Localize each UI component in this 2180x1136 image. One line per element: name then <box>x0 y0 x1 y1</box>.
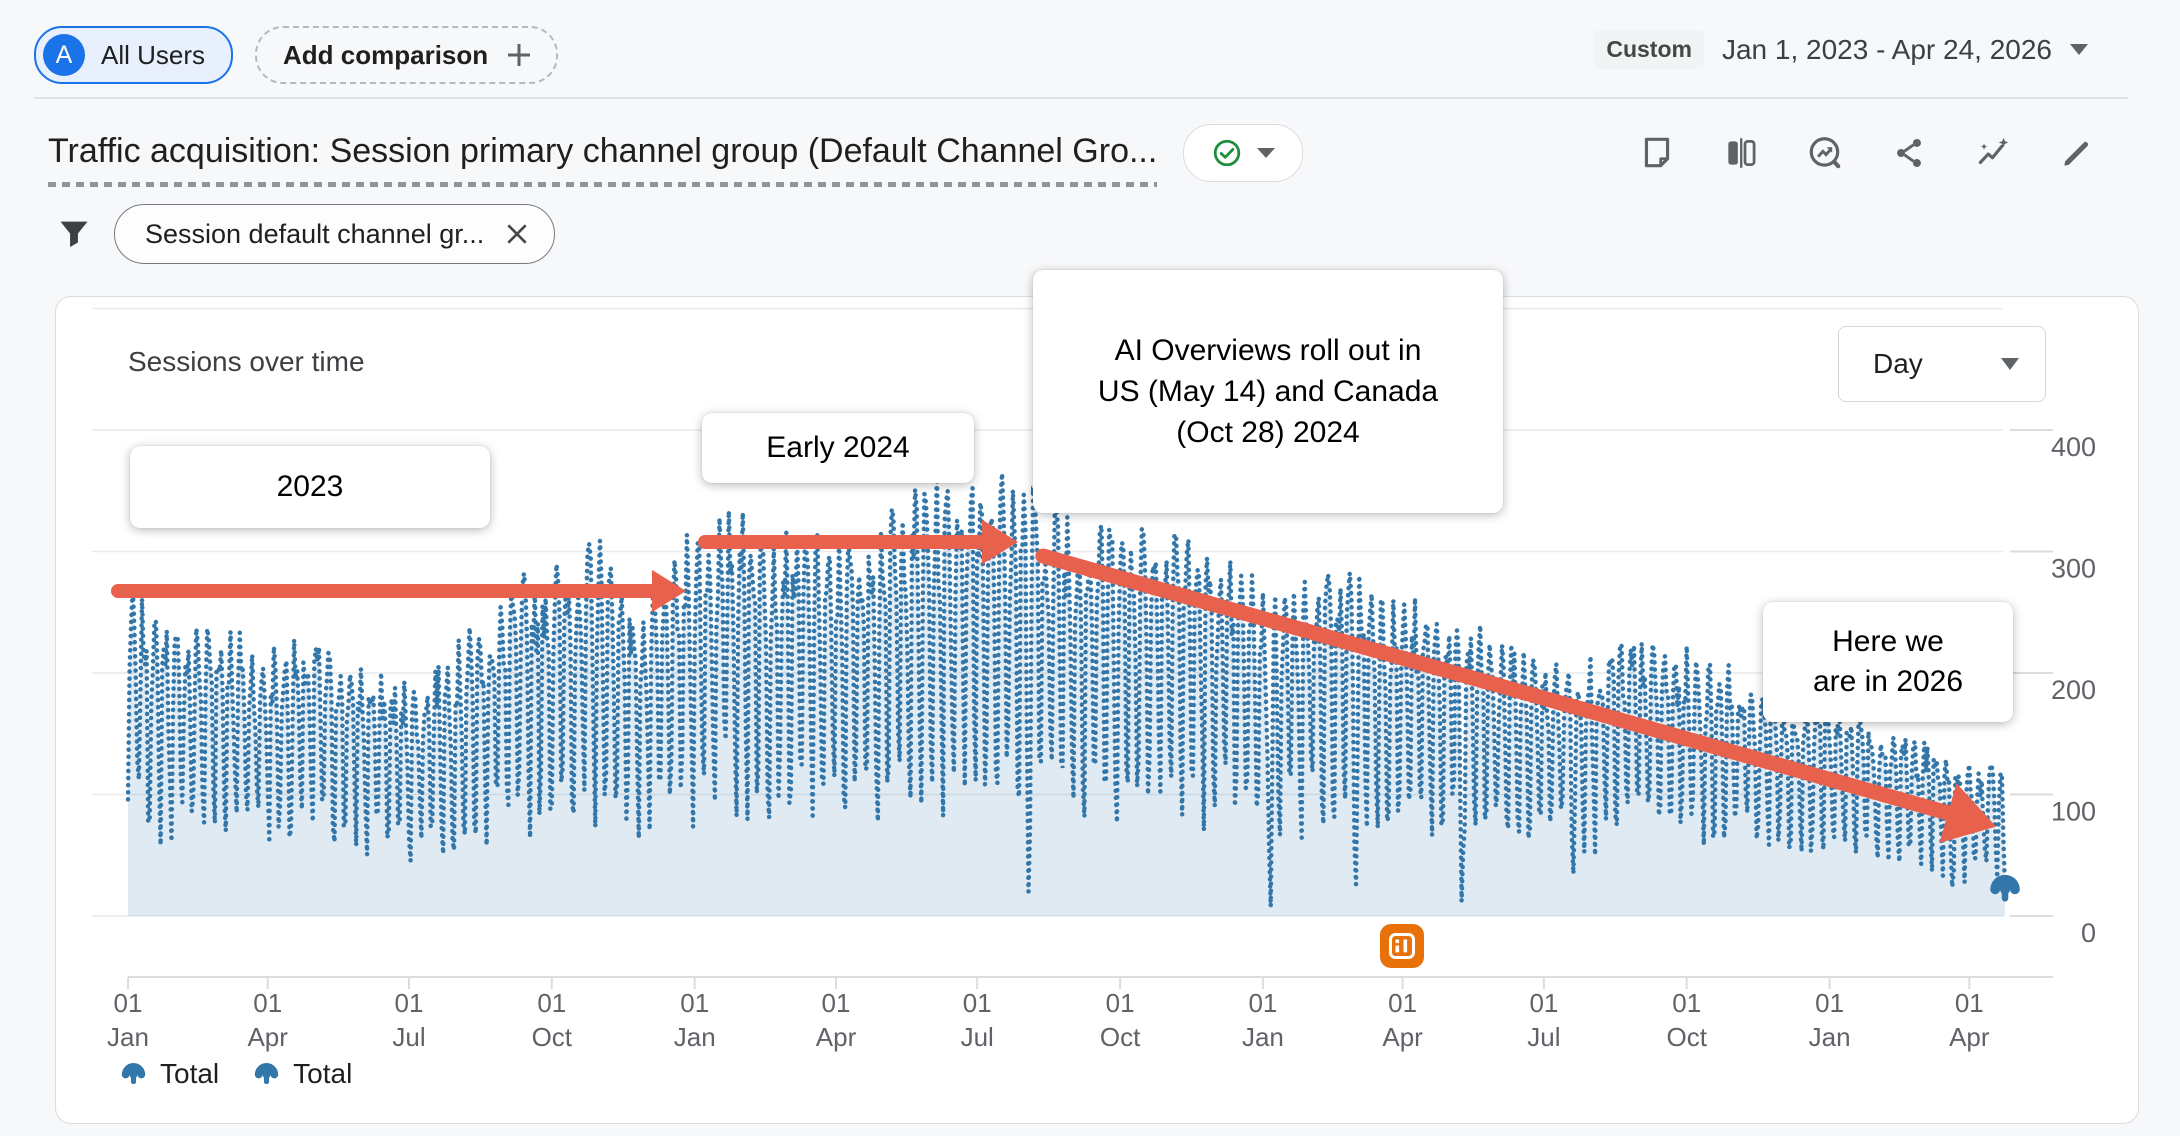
total-series-icon <box>254 1062 279 1084</box>
total-series-icon <box>121 1062 146 1084</box>
chevron-down-icon <box>2001 358 2019 370</box>
filter-funnel-icon <box>60 221 88 247</box>
comparison-icon[interactable] <box>1722 134 1760 172</box>
date-range-text: Jan 1, 2023 - Apr 24, 2026 <box>1721 33 2052 65</box>
all-users-segment-pill[interactable]: A All Users <box>34 26 234 84</box>
add-comparison-button[interactable]: Add comparison <box>255 26 559 84</box>
annotation-box-early-2024: Early 2024 <box>702 413 974 483</box>
annotation-box-2023: 2023 <box>130 446 490 528</box>
granularity-value: Day <box>1873 348 1923 379</box>
legend-item: Total <box>120 1058 219 1090</box>
add-comparison-label: Add comparison <box>283 39 489 70</box>
granularity-dropdown[interactable]: Day <box>1838 326 2046 402</box>
filter-chip[interactable]: Session default channel gr... <box>114 204 556 264</box>
audience-bar: A All Users Add comparison <box>34 26 559 84</box>
legend-item: Total <box>253 1058 352 1090</box>
page-title: Traffic acquisition: Session primary cha… <box>48 132 1158 187</box>
report-toolbar <box>1638 134 2096 172</box>
trend-sparkle-icon[interactable] <box>1974 134 2012 172</box>
date-range-type-badge: Custom <box>1594 30 1704 69</box>
annotation-box-ai-overviews: AI Overviews roll out in US (May 14) and… <box>1033 270 1503 513</box>
insights-icon[interactable] <box>1806 134 1844 172</box>
check-circle-icon <box>1213 139 1241 167</box>
annotation-box-2026: Here we are in 2026 <box>1763 602 2013 722</box>
topbar-divider <box>34 97 2128 99</box>
status-check-pill[interactable] <box>1183 124 1304 182</box>
legend-label: Total <box>160 1058 220 1089</box>
chart-title: Sessions over time <box>128 346 365 377</box>
report-header: Traffic acquisition: Session primary cha… <box>48 124 2096 187</box>
bar-chart-annotation-icon[interactable] <box>1380 924 1424 968</box>
close-icon[interactable] <box>504 221 530 247</box>
share-icon[interactable] <box>1890 134 1928 172</box>
filter-bar: Session default channel gr... <box>56 204 556 264</box>
edit-icon[interactable] <box>2058 134 2096 172</box>
segment-avatar: A <box>43 34 85 76</box>
chart-legend: Total Total <box>120 1058 352 1090</box>
legend-label: Total <box>293 1058 353 1089</box>
plus-icon <box>508 44 531 66</box>
date-range-selector[interactable]: Custom Jan 1, 2023 - Apr 24, 2026 <box>1594 30 2088 69</box>
chevron-down-icon <box>2070 44 2088 55</box>
segment-label: All Users <box>101 39 206 70</box>
filter-chip-label: Session default channel gr... <box>145 218 485 249</box>
chevron-down-icon <box>1256 148 1275 158</box>
note-icon[interactable] <box>1638 134 1676 172</box>
